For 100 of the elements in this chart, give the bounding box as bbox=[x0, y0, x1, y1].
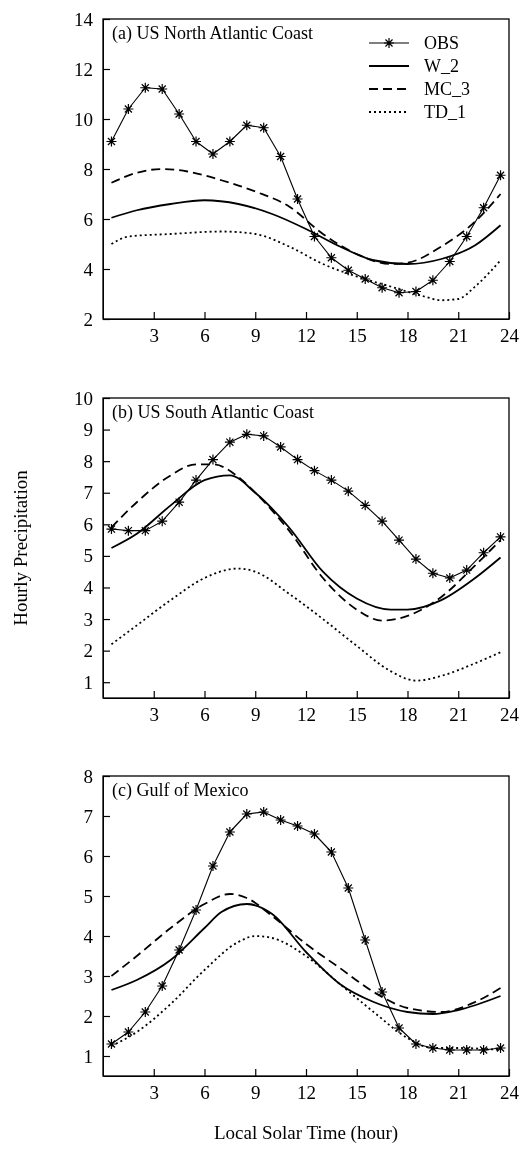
x-tick-label: 12 bbox=[297, 325, 316, 347]
y-tick-label: 10 bbox=[74, 108, 93, 130]
x-tick-label: 3 bbox=[149, 704, 159, 726]
y-tick-label: 8 bbox=[83, 158, 93, 180]
x-axis-title: Local Solar Time (hour) bbox=[213, 1122, 399, 1144]
point bbox=[224, 135, 236, 148]
point bbox=[393, 534, 405, 546]
point bbox=[291, 820, 304, 832]
x-tick-label: 18 bbox=[398, 1082, 418, 1104]
point bbox=[308, 828, 321, 840]
point bbox=[190, 135, 202, 148]
chart-title: (a) US North Atlantic Coast bbox=[112, 23, 313, 44]
point bbox=[308, 465, 321, 477]
point bbox=[410, 285, 422, 298]
x-tick-label: 12 bbox=[297, 704, 316, 726]
point bbox=[275, 814, 287, 826]
y-tick-label: 4 bbox=[83, 577, 94, 599]
point bbox=[478, 547, 490, 559]
point bbox=[291, 453, 304, 466]
point bbox=[122, 1026, 134, 1038]
point bbox=[173, 108, 185, 120]
y-tick-label: 5 bbox=[83, 885, 93, 907]
y-tick-label: 4 bbox=[83, 925, 94, 947]
legend-label: MC_3 bbox=[424, 79, 471, 99]
y-tick-label: 7 bbox=[83, 482, 93, 504]
point bbox=[461, 230, 473, 243]
y-tick-label: 1 bbox=[83, 1045, 93, 1067]
point bbox=[105, 1038, 118, 1050]
x-tick-label: 24 bbox=[500, 325, 520, 347]
y-tick-label: 3 bbox=[83, 965, 93, 987]
point bbox=[376, 282, 388, 294]
y-tick-label: 7 bbox=[83, 805, 93, 827]
y-tick-label: 12 bbox=[74, 58, 93, 80]
point bbox=[444, 572, 456, 584]
y-tick-label: 9 bbox=[83, 419, 93, 441]
point bbox=[325, 474, 337, 486]
point bbox=[241, 119, 253, 131]
x-tick-label: 21 bbox=[449, 1082, 469, 1104]
point bbox=[173, 496, 185, 508]
point bbox=[258, 806, 270, 818]
point bbox=[393, 1022, 405, 1034]
point bbox=[105, 135, 118, 148]
point bbox=[376, 515, 388, 527]
y-tick-label: 3 bbox=[83, 608, 93, 630]
point bbox=[376, 986, 388, 998]
point bbox=[410, 1038, 422, 1050]
x-tick-label: 21 bbox=[449, 325, 469, 347]
point bbox=[393, 287, 405, 299]
x-tick-label: 12 bbox=[297, 1082, 316, 1104]
point bbox=[342, 485, 354, 497]
point bbox=[275, 150, 287, 163]
point bbox=[207, 860, 219, 872]
point bbox=[224, 436, 236, 448]
point bbox=[156, 83, 168, 95]
point bbox=[494, 169, 507, 181]
legend-label: TD_1 bbox=[424, 102, 466, 122]
point bbox=[427, 274, 439, 286]
point bbox=[258, 122, 270, 134]
x-tick-label: 6 bbox=[200, 1082, 210, 1104]
x-tick-label: 18 bbox=[398, 325, 418, 347]
x-tick-label: 18 bbox=[398, 704, 418, 726]
point bbox=[410, 553, 422, 565]
y-tick-label: 2 bbox=[83, 308, 93, 330]
x-tick-label: 15 bbox=[347, 1082, 367, 1104]
chart-title: (b) US South Atlantic Coast bbox=[112, 402, 314, 423]
point bbox=[139, 82, 151, 94]
x-tick-label: 9 bbox=[251, 704, 261, 726]
point bbox=[308, 230, 321, 243]
y-tick-label: 8 bbox=[83, 765, 93, 787]
point bbox=[359, 934, 371, 946]
chart-title: (c) Gulf of Mexico bbox=[112, 780, 249, 801]
y-tick-label: 1 bbox=[83, 671, 93, 693]
x-tick-label: 6 bbox=[200, 325, 210, 347]
point bbox=[122, 525, 134, 537]
y-tick-label: 4 bbox=[83, 258, 94, 280]
x-tick-label: 3 bbox=[149, 1082, 159, 1104]
point bbox=[342, 264, 354, 276]
y-tick-label: 2 bbox=[83, 1005, 93, 1027]
x-tick-label: 24 bbox=[500, 704, 520, 726]
point bbox=[494, 531, 507, 543]
x-tick-label: 21 bbox=[449, 704, 469, 726]
point bbox=[190, 474, 202, 486]
point bbox=[258, 430, 270, 442]
point bbox=[241, 428, 253, 440]
y-tick-label: 2 bbox=[83, 640, 93, 662]
point bbox=[156, 515, 168, 527]
x-tick-label: 9 bbox=[251, 1082, 261, 1104]
point bbox=[207, 148, 219, 160]
point bbox=[359, 273, 371, 285]
point bbox=[342, 882, 354, 894]
point bbox=[139, 1006, 151, 1018]
line-series bbox=[110, 567, 502, 682]
point bbox=[173, 944, 185, 956]
point bbox=[224, 826, 236, 838]
point bbox=[190, 904, 202, 916]
y-tick-label: 6 bbox=[83, 208, 93, 230]
y-tick-label: 10 bbox=[74, 387, 93, 409]
point bbox=[275, 441, 287, 453]
point bbox=[478, 1044, 490, 1056]
x-tick-label: 15 bbox=[347, 325, 367, 347]
